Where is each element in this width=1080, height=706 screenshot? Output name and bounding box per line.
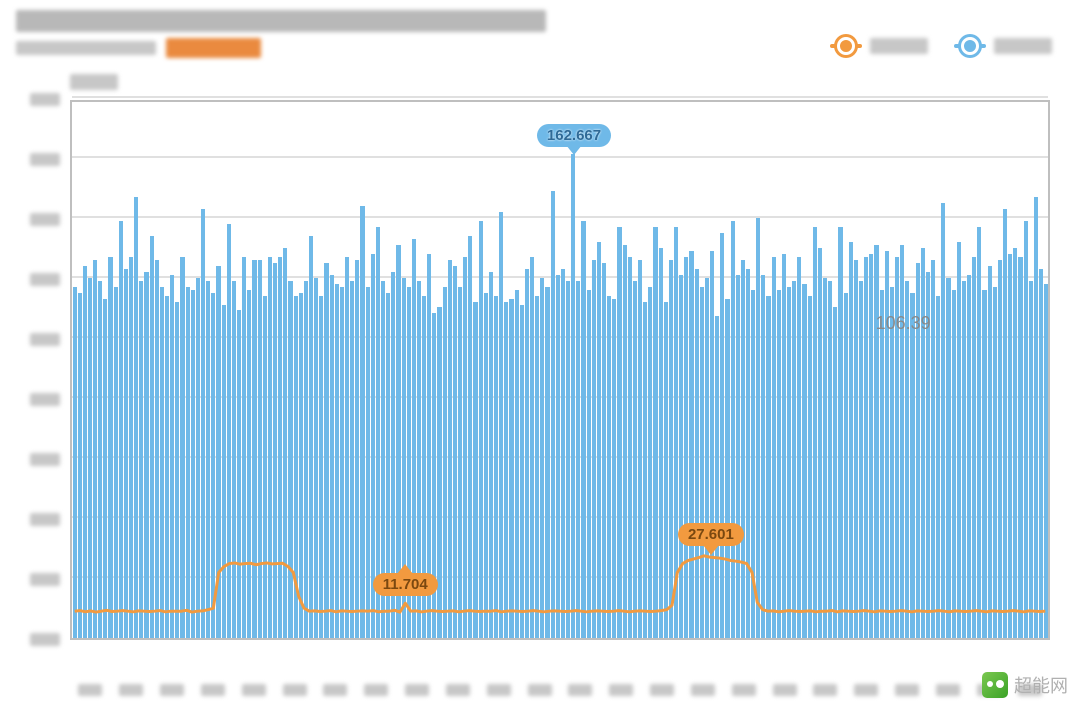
x-tick — [78, 684, 102, 696]
y-tick — [30, 573, 60, 586]
y-tick — [30, 513, 60, 526]
subtitle-accent — [166, 38, 261, 58]
x-tick — [283, 684, 307, 696]
y-tick — [30, 93, 60, 106]
y-tick — [30, 453, 60, 466]
x-tick — [650, 684, 674, 696]
x-tick — [936, 684, 960, 696]
x-tick — [773, 684, 797, 696]
legend-item-blue — [954, 38, 1052, 54]
x-tick — [405, 684, 429, 696]
line-series — [72, 102, 1048, 638]
y-tick — [30, 333, 60, 346]
chart-container: 162.667 11.704 27.601 106.39 超能网 — [0, 0, 1080, 706]
y-axis-title-blurred — [70, 74, 118, 90]
y-tick — [30, 273, 60, 286]
x-tick — [895, 684, 919, 696]
x-tick — [813, 684, 837, 696]
callout-max-blue: 162.667 — [537, 124, 611, 147]
watermark: 超能网 — [982, 672, 1068, 698]
y-tick — [30, 633, 60, 646]
legend-swatch-blue — [954, 44, 986, 48]
avg-annotation: 106.39 — [876, 313, 931, 334]
x-tick — [568, 684, 592, 696]
y-tick — [30, 153, 60, 166]
x-tick — [119, 684, 143, 696]
x-tick — [160, 684, 184, 696]
x-tick — [201, 684, 225, 696]
plot-area: 162.667 11.704 27.601 106.39 — [70, 100, 1050, 640]
x-tick — [242, 684, 266, 696]
y-tick — [30, 213, 60, 226]
x-tick — [854, 684, 878, 696]
legend-label-blue — [994, 38, 1052, 54]
x-tick — [487, 684, 511, 696]
x-tick — [364, 684, 388, 696]
callout-orange-a: 11.704 — [373, 573, 438, 596]
x-tick — [528, 684, 552, 696]
legend-item-orange — [830, 38, 928, 54]
legend-swatch-orange — [830, 44, 862, 48]
watermark-text: 超能网 — [1014, 672, 1068, 698]
legend-label-orange — [870, 38, 928, 54]
wechat-icon — [982, 672, 1008, 698]
x-tick — [323, 684, 347, 696]
legend — [830, 38, 1052, 54]
callout-orange-b: 27.601 — [678, 523, 744, 546]
subtitle-blurred — [16, 41, 156, 55]
x-tick — [609, 684, 633, 696]
y-tick — [30, 393, 60, 406]
x-tick — [691, 684, 715, 696]
chart-title-blurred — [16, 10, 546, 32]
x-tick — [446, 684, 470, 696]
x-tick — [732, 684, 756, 696]
